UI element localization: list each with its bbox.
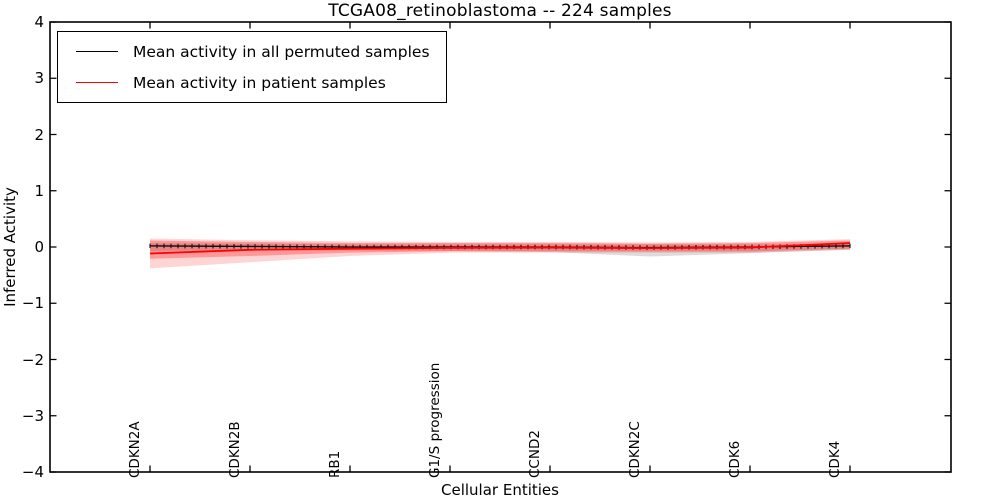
x-category-label: CDKN2B [226,421,243,478]
y-tick-label: 4 [34,13,44,31]
y-tick-label: 1 [34,181,44,200]
y-tick-label: 2 [34,125,44,144]
axis-ticks [50,21,951,473]
legend-label-permuted: Mean activity in all permuted samples [133,42,430,61]
legend-item-patient: Mean activity in patient samples [58,67,430,98]
chart-title: TCGA08_retinoblastoma -- 224 samples [328,1,672,21]
y-tick-label: −2 [21,350,44,369]
x-category-label: CDKN2A [126,421,143,478]
x-axis-label: Cellular Entities [441,481,559,499]
patient-line-swatch [76,82,118,83]
x-category-label: CDK4 [826,440,843,478]
y-tick-label: −3 [21,406,44,425]
x-category-label: RB1 [326,450,343,478]
y-tick-label: −4 [21,463,44,481]
permuted-line-swatch [76,51,118,52]
x-category-label: G1/S progression [426,362,443,478]
x-category-label: CDKN2C [626,421,643,478]
legend-label-patient: Mean activity in patient samples [133,73,386,92]
legend-item-permuted: Mean activity in all permuted samples [58,36,430,67]
y-tick-label: 0 [34,238,44,256]
x-category-label: CCND2 [526,430,543,478]
y-tick-label: 3 [34,69,44,88]
y-tick-label: −1 [21,294,44,313]
legend-box: Mean activity in all permuted samples Me… [57,31,447,103]
patient-mean-line [149,242,851,255]
x-category-label: CDK6 [726,440,743,478]
